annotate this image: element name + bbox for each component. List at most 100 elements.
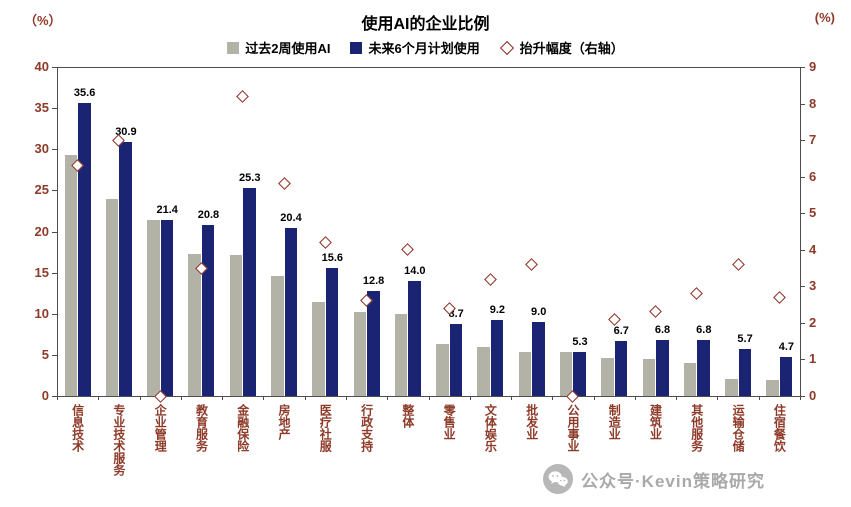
bar-value-label: 25.3	[239, 171, 261, 184]
x-axis-category-label: 教育服务	[194, 404, 209, 452]
x-axis-category-label: 专业技术服务	[111, 404, 126, 476]
y-axis-right-tick	[800, 140, 805, 142]
bar-value-label: 9.2	[489, 304, 506, 317]
bar-value-label: 4.7	[778, 341, 794, 354]
y-axis-left-tick	[52, 313, 57, 315]
bar-value-label: 21.4	[156, 203, 178, 216]
legend-item-increase-right-axis: 抬升幅度（右轴）	[499, 38, 624, 57]
x-axis-tick	[98, 396, 100, 400]
y-axis-right-tick-label: 8	[809, 95, 817, 111]
y-axis-left-tick-label: 0	[41, 388, 49, 403]
y-axis-right-tick	[800, 359, 805, 361]
increase-diamond-marker	[772, 290, 786, 304]
x-axis-tick	[263, 396, 265, 400]
x-axis-tick	[511, 396, 513, 400]
bar-next-6-months	[738, 349, 752, 396]
bar-past-2-weeks	[353, 312, 367, 396]
x-axis-category-label: 企业管理	[153, 404, 168, 452]
y-axis-right-tick-label: 0	[809, 388, 817, 403]
y-axis-right-tick-label: 9	[809, 59, 817, 74]
bar-value-label: 9.0	[531, 305, 547, 318]
x-axis-category-label: 医疗社服	[318, 404, 333, 452]
bar-value-label: 6.8	[696, 324, 712, 337]
bar-value-label: 12.8	[362, 274, 385, 287]
bar-next-6-months	[697, 340, 710, 396]
x-axis-category-label: 制造业	[607, 404, 622, 440]
y-axis-right-tick-label: 5	[809, 205, 817, 221]
x-axis-category-label: 行政支持	[359, 404, 374, 452]
x-axis-tick	[428, 396, 430, 400]
bar-past-2-weeks	[518, 351, 532, 396]
bar-next-6-months	[532, 321, 545, 396]
y-axis-left-tick-label: 15	[34, 264, 49, 280]
x-axis-tick	[139, 396, 141, 400]
y-axis-left-tick-label: 30	[34, 141, 49, 157]
bar-next-6-months	[449, 324, 463, 396]
y-axis-left-tick	[52, 190, 57, 192]
y-axis-right-tick-label: 4	[809, 241, 817, 257]
plot-top-border	[57, 67, 800, 68]
y-axis-right-tick	[800, 286, 805, 288]
x-axis-tick	[717, 396, 719, 400]
bar-next-6-months	[119, 141, 132, 396]
x-axis-category-label: 公用事业	[565, 404, 580, 452]
x-axis-tick	[304, 396, 306, 400]
chart-title: 使用AI的企业比例	[361, 16, 490, 33]
bar-past-2-weeks	[271, 275, 284, 396]
y-axis-left-tick	[52, 396, 57, 397]
increase-diamond-marker	[236, 89, 250, 103]
legend-label: 抬升幅度（右轴）	[519, 41, 624, 56]
x-axis-category-label: 住宿餐饮	[772, 404, 787, 452]
y-axis-right-tick-label: 3	[809, 278, 817, 294]
bar-next-6-months	[367, 290, 380, 396]
bar-next-6-months	[325, 267, 339, 396]
x-axis-category-label: 文体娱乐	[483, 404, 498, 452]
y-axis-right-tick	[800, 249, 805, 251]
bar-next-6-months	[490, 320, 504, 396]
bar-next-6-months	[160, 219, 174, 396]
bar-value-label: 5.7	[737, 333, 753, 346]
bar-value-label: 6.7	[613, 324, 629, 337]
left-axis-unit-label: （%）	[24, 13, 62, 28]
y-axis-right-tick	[800, 176, 805, 178]
gray-square-swatch-icon	[227, 41, 240, 54]
wechat-icon	[543, 464, 573, 494]
y-axis-left-tick	[52, 149, 57, 151]
x-axis-tick	[57, 396, 58, 400]
bar-next-6-months	[614, 340, 628, 396]
x-axis-category-label: 房地产	[277, 404, 292, 440]
y-axis-left-tick	[52, 272, 57, 274]
increase-diamond-marker	[525, 258, 539, 271]
bar-value-label: 8.7	[448, 308, 464, 321]
y-axis-left-tick	[52, 108, 57, 110]
bar-past-2-weeks	[601, 358, 614, 396]
y-axis-left-tick-label: 5	[41, 346, 49, 362]
legend-label: 过去2周使用AI	[245, 41, 331, 56]
y-axis-left-tick-label: 35	[34, 100, 49, 116]
bar-past-2-weeks	[147, 219, 160, 396]
legend: 过去2周使用AI 未来6个月计划使用 抬升幅度（右轴）	[0, 38, 851, 57]
x-axis-category-label: 其他服务	[689, 404, 704, 452]
bar-past-2-weeks	[436, 344, 449, 396]
bar-next-6-months	[201, 224, 215, 396]
x-axis-tick	[469, 396, 471, 400]
y-axis-right-tick-label: 1	[809, 351, 817, 367]
bar-value-label: 6.8	[654, 324, 671, 337]
x-axis-tick	[180, 396, 182, 400]
increase-diamond-marker	[401, 243, 415, 257]
y-axis-left-tick-label: 10	[34, 305, 49, 321]
x-axis-tick	[758, 396, 760, 400]
x-axis-category-label: 整体	[400, 404, 415, 428]
x-axis-category-label: 金融保险	[235, 404, 250, 452]
x-axis-tick	[593, 396, 595, 400]
increase-diamond-marker	[277, 177, 291, 191]
legend-label: 未来6个月计划使用	[368, 41, 480, 56]
bar-past-2-weeks	[229, 255, 243, 396]
bar-past-2-weeks	[683, 363, 697, 396]
bar-past-2-weeks	[642, 358, 656, 396]
watermark-text: 公众号·Kevin策略研究	[581, 471, 765, 491]
watermark: 公众号·Kevin策略研究	[543, 464, 765, 494]
y-axis-right-tick	[800, 67, 805, 68]
y-axis-left-tick	[52, 231, 57, 233]
